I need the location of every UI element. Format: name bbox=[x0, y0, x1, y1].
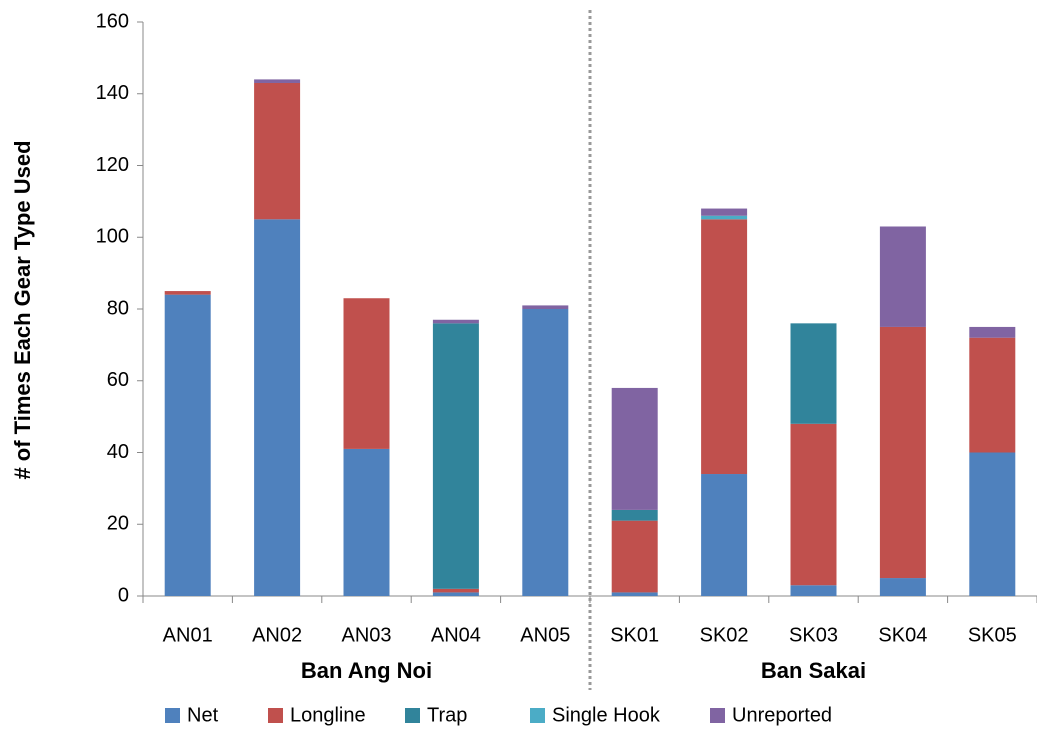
x-tick-label: AN03 bbox=[341, 624, 391, 646]
legend-label: Longline bbox=[290, 704, 366, 726]
bar-segment bbox=[432, 323, 479, 589]
x-tick-label: SK03 bbox=[789, 624, 838, 646]
legend-swatch bbox=[530, 708, 545, 723]
bar-segment bbox=[879, 226, 926, 327]
bar-segment bbox=[611, 387, 658, 510]
x-tick-label: SK05 bbox=[968, 624, 1017, 646]
bar-segment bbox=[879, 578, 926, 596]
y-tick-label: 20 bbox=[107, 513, 129, 535]
y-tick-label: 120 bbox=[96, 154, 129, 176]
bar-segment bbox=[164, 291, 211, 295]
legend-swatch bbox=[268, 708, 283, 723]
bar-segment bbox=[701, 219, 748, 475]
x-tick-label: SK02 bbox=[700, 624, 749, 646]
bar-segment bbox=[343, 448, 390, 596]
bar-segment bbox=[254, 82, 301, 220]
legend-swatch bbox=[710, 708, 725, 723]
y-tick-label: 140 bbox=[96, 82, 129, 104]
bar-segment bbox=[701, 208, 748, 216]
legend-swatch bbox=[405, 708, 420, 723]
bar-segment bbox=[790, 323, 837, 424]
bar-segment bbox=[611, 592, 658, 596]
bar-segment bbox=[164, 294, 211, 596]
bar-segment bbox=[254, 219, 301, 596]
bar-segment bbox=[969, 337, 1016, 453]
x-tick-label: AN02 bbox=[252, 624, 302, 646]
legend-label: Trap bbox=[427, 704, 467, 726]
bar-segment bbox=[611, 520, 658, 593]
legend-label: Unreported bbox=[732, 704, 832, 726]
bar-segment bbox=[522, 305, 569, 309]
group-label: Ban Ang Noi bbox=[301, 658, 432, 683]
bar-segment bbox=[432, 592, 479, 596]
bar-segment bbox=[343, 298, 390, 449]
bar-segment bbox=[969, 452, 1016, 596]
bar-segment bbox=[879, 326, 926, 579]
y-axis-label: # of Times Each Gear Type Used bbox=[10, 140, 35, 479]
bar-segment bbox=[701, 474, 748, 596]
bar-segment bbox=[254, 79, 301, 83]
y-tick-label: 40 bbox=[107, 441, 129, 463]
bar-segment bbox=[790, 423, 837, 586]
x-tick-label: AN04 bbox=[431, 624, 481, 646]
bar-segment bbox=[432, 588, 479, 593]
bar-segment bbox=[522, 309, 569, 596]
x-tick-label: AN05 bbox=[520, 624, 570, 646]
group-label: Ban Sakai bbox=[761, 658, 866, 683]
y-tick-label: 100 bbox=[96, 226, 129, 248]
x-tick-label: SK01 bbox=[610, 624, 659, 646]
y-tick-label: 0 bbox=[118, 584, 129, 606]
legend-swatch bbox=[165, 708, 180, 723]
x-tick-label: AN01 bbox=[163, 624, 213, 646]
bar-segment bbox=[790, 585, 837, 596]
bar-segment bbox=[432, 319, 479, 324]
legend-label: Single Hook bbox=[552, 704, 661, 726]
legend-label: Net bbox=[187, 704, 219, 726]
y-tick-label: 80 bbox=[107, 297, 129, 319]
bar-segment bbox=[611, 509, 658, 521]
y-tick-label: 60 bbox=[107, 369, 129, 391]
y-tick-label: 160 bbox=[96, 10, 129, 32]
x-tick-label: SK04 bbox=[878, 624, 927, 646]
bar-segment bbox=[969, 326, 1016, 338]
bar-segment bbox=[701, 215, 748, 220]
